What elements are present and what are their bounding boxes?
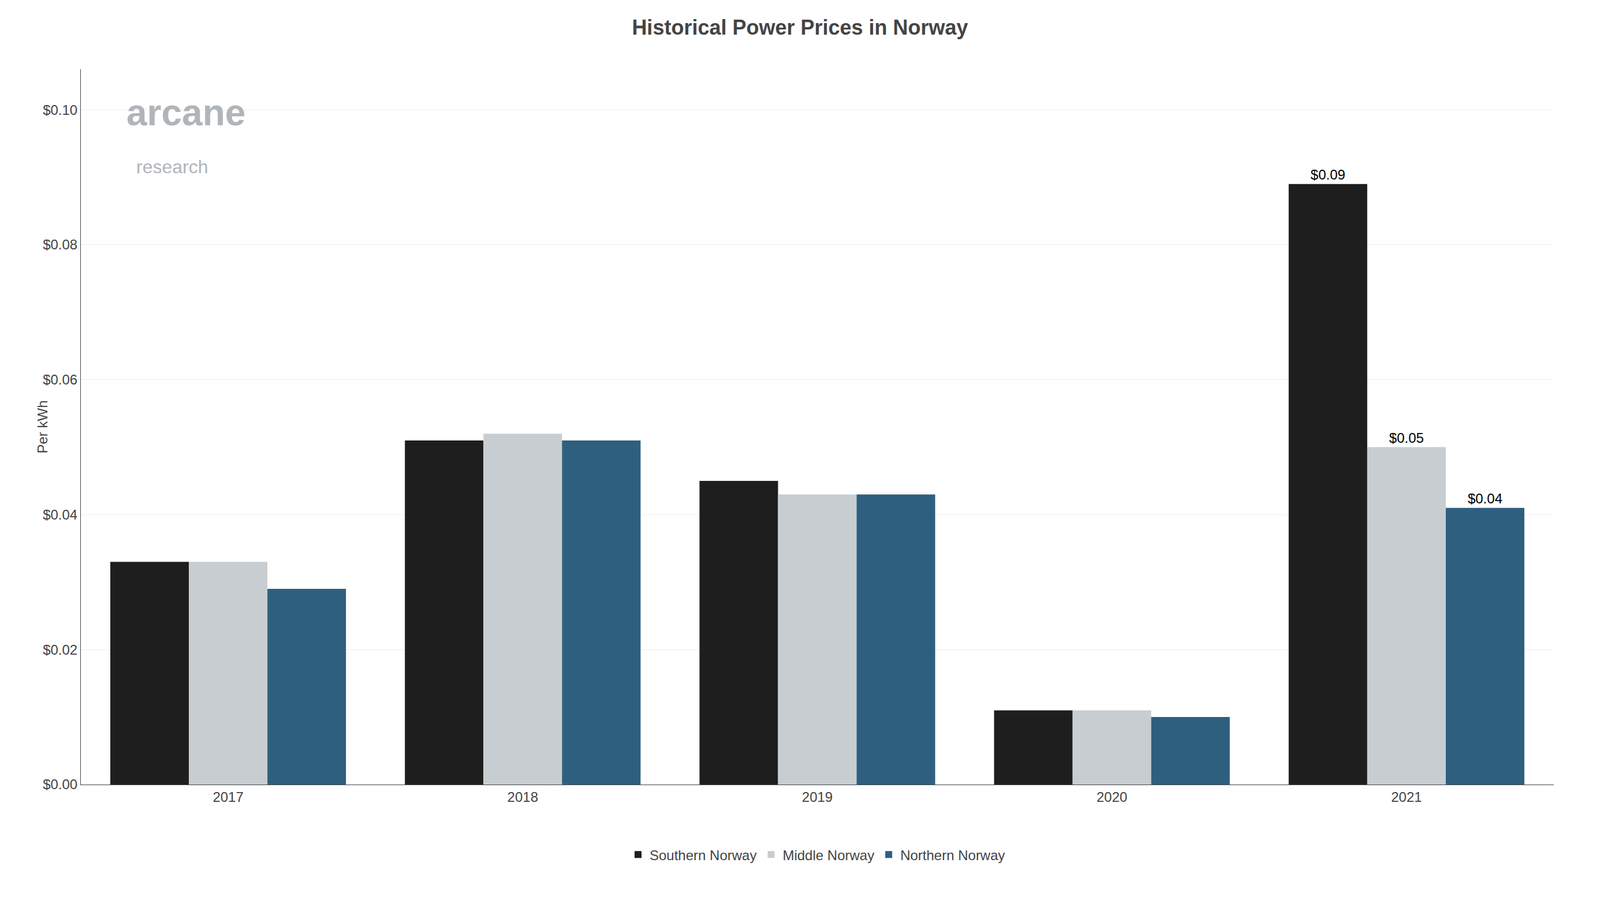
svg-text:arcane: arcane [126,91,246,134]
svg-text:Per kWh: Per kWh [34,400,51,454]
svg-text:2020: 2020 [1096,789,1128,805]
svg-text:2017: 2017 [212,789,244,805]
svg-text:research: research [136,156,209,178]
svg-text:$0.04: $0.04 [1467,490,1503,507]
svg-text:$0.00: $0.00 [42,776,78,793]
svg-text:Middle Norway: Middle Norway [782,847,875,864]
svg-text:Historical Power Prices in Nor: Historical Power Prices in Norway [631,15,968,40]
svg-text:$0.09: $0.09 [1310,166,1346,183]
svg-text:2021: 2021 [1390,789,1422,805]
svg-text:$0.04: $0.04 [42,506,78,523]
svg-text:$0.02: $0.02 [42,642,78,658]
svg-text:$0.08: $0.08 [42,236,78,253]
svg-text:$0.05: $0.05 [1389,430,1424,446]
svg-text:Northern Norway: Northern Norway [900,847,1005,864]
svg-text:Southern Norway: Southern Norway [649,847,757,864]
svg-text:$0.06: $0.06 [42,371,78,388]
svg-text:2018: 2018 [507,789,539,805]
svg-text:2019: 2019 [802,789,833,805]
svg-text:$0.10: $0.10 [42,102,78,118]
